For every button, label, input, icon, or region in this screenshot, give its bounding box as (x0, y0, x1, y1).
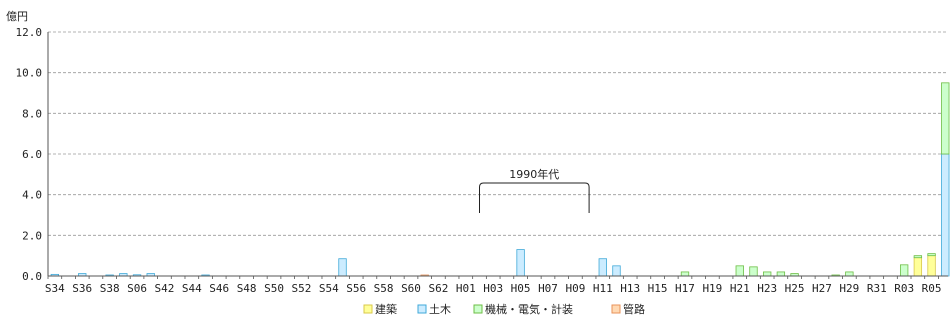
bar-segment (338, 258, 347, 277)
bar-segment (941, 82, 950, 155)
legend-swatch (611, 304, 621, 314)
x-tick-label: S36 (72, 282, 92, 295)
legend-swatch (363, 304, 373, 314)
x-tick-label: S56 (346, 282, 366, 295)
y-tick-label: 6.0 (22, 148, 42, 161)
legend: 建築 土木 機械・電気・計装 管路 (363, 302, 645, 316)
bar-segment (749, 266, 758, 277)
bar-segment (941, 153, 950, 277)
y-axis-unit-label: 億円 (6, 10, 28, 23)
x-tick-label: H05 (511, 282, 531, 295)
x-tick-label: H27 (812, 282, 832, 295)
x-tick-label: H11 (593, 282, 613, 295)
x-tick-label: S46 (209, 282, 229, 295)
annotation-label: 1990年代 (509, 167, 559, 181)
x-tick-label: H21 (730, 282, 750, 295)
x-tick-labels: S34 S36 S38 S06 S42 S44 S46 S48 S50 S52 S54 S56 S58 S… (45, 282, 942, 295)
x-tick-label: S06 (127, 282, 147, 295)
axes (47, 32, 948, 279)
y-tick-label: 2.0 (22, 229, 42, 242)
bars (50, 82, 950, 277)
x-tick-label: H29 (839, 282, 859, 295)
bar-segment (735, 265, 744, 277)
x-tick-label: H13 (620, 282, 640, 295)
annotation-bracket (479, 182, 590, 213)
y-tick-label: 12.0 (16, 26, 43, 39)
x-tick-label: S58 (374, 282, 394, 295)
bar-segment (927, 255, 936, 277)
grid-lines (48, 31, 948, 236)
bar-segment (763, 271, 772, 277)
x-tick-label: S48 (237, 282, 257, 295)
x-tick-label: R05 (922, 282, 942, 295)
y-tick-label: 4.0 (22, 189, 42, 202)
annotations: 1990年代 (479, 167, 590, 213)
legend-swatch (473, 304, 483, 314)
bar-segment (598, 258, 607, 277)
x-tick-label: S34 (45, 282, 65, 295)
x-tick-label: H23 (757, 282, 777, 295)
bar-segment (899, 264, 909, 277)
legend-label: 機械・電気・計装 (485, 302, 573, 316)
bar-segment (913, 255, 923, 259)
x-tick-label: S54 (319, 282, 339, 295)
y-tick-label: 0.0 (22, 270, 42, 283)
x-tick-label: H09 (565, 282, 585, 295)
bar-segment (516, 249, 525, 277)
x-tick-label: H01 (456, 282, 476, 295)
x-tick-label: H03 (483, 282, 503, 295)
x-tick-label: S62 (428, 282, 448, 295)
legend-label: 管路 (623, 302, 645, 316)
x-tick-label: S52 (291, 282, 311, 295)
x-tick-label: H15 (648, 282, 668, 295)
bar-segment (845, 271, 854, 277)
x-tick-label: S44 (182, 282, 202, 295)
x-tick-label: S60 (401, 282, 421, 295)
bar-segment (612, 265, 621, 277)
x-tick-label: S38 (100, 282, 120, 295)
y-tick-label: 8.0 (22, 107, 42, 120)
bar-segment (776, 271, 786, 277)
y-tick-label: 10.0 (16, 67, 43, 80)
x-tick-label: R03 (894, 282, 914, 295)
x-tick-label: S50 (264, 282, 284, 295)
legend-label: 建築 (375, 302, 397, 316)
bar-segment (913, 257, 923, 277)
x-tick-label: H25 (785, 282, 805, 295)
bar-segment (680, 271, 690, 277)
x-tick-label: H19 (702, 282, 722, 295)
x-tick-label: H07 (538, 282, 558, 295)
bar-segment (927, 253, 936, 257)
x-tick-label: H17 (675, 282, 695, 295)
y-tick-labels: 0.0 2.0 4.0 6.0 8.0 10.0 12.0 (16, 26, 43, 283)
legend-label: 土木 (429, 303, 451, 316)
x-tick-label: S42 (155, 282, 175, 295)
x-tick-label: R31 (867, 282, 887, 295)
legend-swatch (417, 304, 427, 314)
